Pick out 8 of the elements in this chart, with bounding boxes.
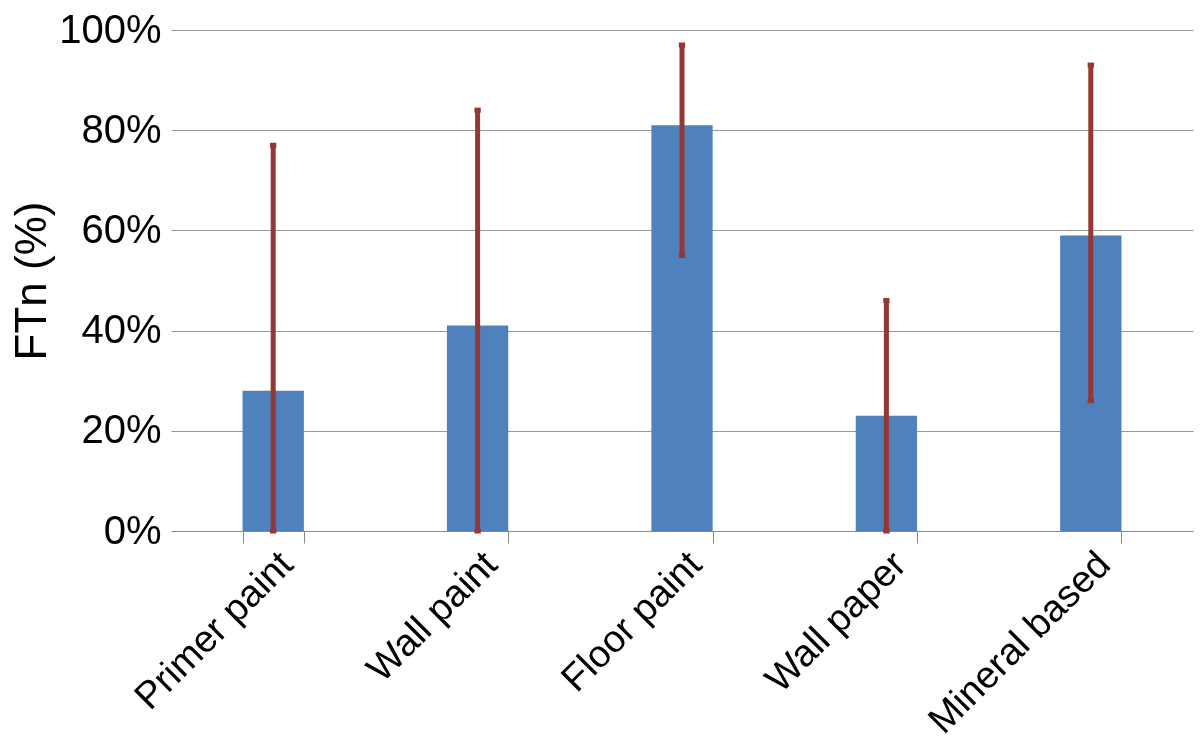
y-tick-label: 100% bbox=[59, 6, 162, 51]
y-tick-label: 0% bbox=[103, 507, 162, 552]
y-tick-label: 20% bbox=[81, 407, 162, 452]
y-axis-title: FTn (%) bbox=[6, 201, 56, 361]
y-tick-label: 60% bbox=[81, 206, 162, 251]
bar bbox=[651, 125, 713, 531]
y-tick-label: 80% bbox=[81, 106, 162, 151]
y-tick-label: 40% bbox=[81, 307, 162, 352]
